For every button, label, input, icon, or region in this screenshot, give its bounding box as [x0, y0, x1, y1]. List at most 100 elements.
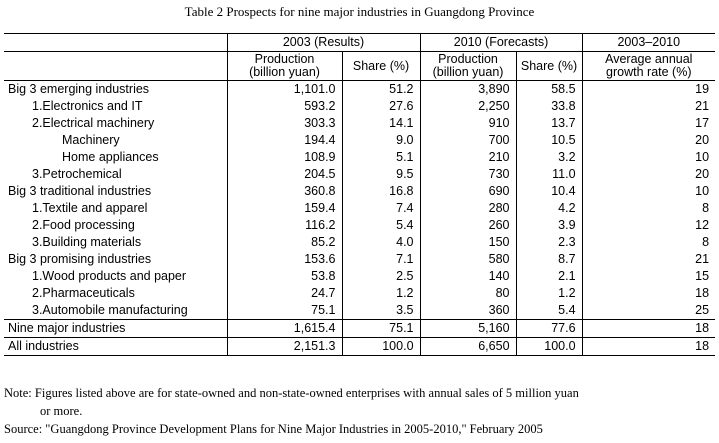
row-label: 3.Automobile manufacturing: [32, 303, 188, 317]
share-2010-cell: 58.5: [515, 80, 583, 98]
table-row: Big 3 promising industries 153.6 7.1 580 8.7…: [4, 251, 716, 268]
row-label: Home appliances: [62, 150, 159, 164]
row-label: 2.Pharmaceuticals: [32, 286, 135, 300]
share-2010-cell: 11.0: [515, 166, 583, 183]
table-row: 1.Wood products and paper 53.8 2.5 140 2.1 15: [4, 268, 716, 285]
note-line-2: or more.: [40, 404, 83, 418]
share-2003-cell: 16.8: [341, 183, 421, 200]
share-2003-cell: 5.4: [341, 217, 421, 234]
share-2010-cell: 2.3: [515, 234, 583, 251]
row-label: Big 3 traditional industries: [8, 184, 152, 198]
table-row: 1.Electronics and IT 593.2 27.6 2,250 33.8 21: [4, 98, 716, 115]
production-label-line2: (billion yuan): [249, 65, 320, 79]
row-label: Nine major industries: [4, 319, 227, 338]
growth-rate-cell: 18: [581, 319, 716, 338]
production-2003-cell: 116.2: [226, 217, 342, 234]
table-row: 2.Pharmaceuticals 24.7 1.2 80 1.2 18: [4, 285, 716, 302]
production-2003-cell: 204.5: [226, 166, 342, 183]
share-2003-cell: 9.5: [341, 166, 421, 183]
production-2010-cell: 3,890: [419, 80, 517, 98]
growth-rate-cell: 8: [581, 234, 716, 251]
growth-rate-cell: 19: [581, 80, 716, 98]
industries-table: 2003 (Results) 2010 (Forecasts) 2003–201…: [4, 33, 716, 356]
table-row: Nine major industries 1,615.4 75.1 5,160 77.…: [4, 319, 716, 338]
production-2003-cell: 108.9: [226, 149, 342, 166]
table-title: Table 2 Prospects for nine major industr…: [184, 4, 535, 19]
production-2010-cell: 5,160: [419, 319, 517, 338]
header-sub-row: Production (billion yuan) Share (%) Prod…: [4, 51, 716, 81]
share-2010-cell: 10.5: [515, 132, 583, 149]
share-2010-cell: 5.4: [515, 302, 583, 320]
note-line-1: Note: Figures listed above are for state…: [4, 386, 579, 400]
row-label: 2.Food processing: [32, 218, 135, 232]
production-2003-cell: 85.2: [226, 234, 342, 251]
table-row: All industries 2,151.3 100.0 6,650 100.0 18: [4, 337, 716, 356]
share-2010-cell: 100.0: [515, 337, 583, 356]
production-2003-cell: 1,101.0: [226, 80, 342, 98]
share-2010-cell: 3.9: [515, 217, 583, 234]
share-2003-cell: 14.1: [341, 115, 421, 132]
production-2003-cell: 2,151.3: [226, 337, 342, 356]
share-2010-cell: 1.2: [515, 285, 583, 302]
production-2003-cell: 24.7: [226, 285, 342, 302]
production-2010-cell: 80: [419, 285, 517, 302]
table-row: 1.Textile and apparel 159.4 7.4 280 4.2 8: [4, 200, 716, 217]
production-2003-cell: 194.4: [226, 132, 342, 149]
table-row: 3.Building materials 85.2 4.0 150 2.3 8: [4, 234, 716, 251]
production-2010-cell: 210: [419, 149, 517, 166]
header-2003-2010: 2003–2010: [581, 33, 716, 52]
share-2010-cell: 2.1: [515, 268, 583, 285]
share-2003-cell: 1.2: [341, 285, 421, 302]
production-2010-cell: 260: [419, 217, 517, 234]
production-label-line1: Production: [254, 52, 315, 66]
header-group-row: 2003 (Results) 2010 (Forecasts) 2003–201…: [4, 33, 716, 52]
table-row: Home appliances 108.9 5.1 210 3.2 10: [4, 149, 716, 166]
header-share-2010: Share (%): [515, 51, 583, 81]
growth-rate-cell: 18: [581, 337, 716, 356]
production-2010-cell: 360: [419, 302, 517, 320]
row-label: Big 3 promising industries: [8, 252, 152, 266]
share-2010-cell: 3.2: [515, 149, 583, 166]
share-2003-cell: 51.2: [341, 80, 421, 98]
production-2003-cell: 593.2: [226, 98, 342, 115]
growth-rate-cell: 15: [581, 268, 716, 285]
table-row: 3.Petrochemical 204.5 9.5 730 11.0 20: [4, 166, 716, 183]
production-2010-cell: 730: [419, 166, 517, 183]
row-label: 2.Electrical machinery: [32, 116, 155, 130]
source-line: Source: "Guangdong Province Development …: [4, 422, 543, 436]
share-2010-cell: 33.8: [515, 98, 583, 115]
production-2010-cell: 690: [419, 183, 517, 200]
row-label: 1.Electronics and IT: [32, 99, 143, 113]
table-row: 2.Food processing 116.2 5.4 260 3.9 12: [4, 217, 716, 234]
share-2003-cell: 7.1: [341, 251, 421, 268]
share-2003-cell: 9.0: [341, 132, 421, 149]
row-label: 3.Building materials: [32, 235, 142, 249]
share-2003-cell: 4.0: [341, 234, 421, 251]
production-2003-cell: 1,615.4: [226, 319, 342, 338]
share-2010-cell: 4.2: [515, 200, 583, 217]
header-empty-cell: [4, 33, 227, 52]
row-label: Machinery: [62, 133, 120, 147]
header-growth-rate: Average annual growth rate (%): [581, 51, 716, 81]
header-production-2010: Production (billion yuan): [419, 51, 517, 81]
share-2003-cell: 100.0: [341, 337, 421, 356]
growth-rate-cell: 17: [581, 115, 716, 132]
share-2003-cell: 3.5: [341, 302, 421, 320]
share-2010-cell: 8.7: [515, 251, 583, 268]
production-label-line2: (billion yuan): [432, 65, 504, 79]
growth-label-line1: Average annual: [605, 52, 693, 66]
production-label-line1: Production: [438, 52, 498, 66]
growth-rate-cell: 10: [581, 149, 716, 166]
production-2010-cell: 150: [419, 234, 517, 251]
header-empty-cell: [4, 51, 227, 81]
growth-label-line2: growth rate (%): [606, 65, 692, 79]
production-2010-cell: 280: [419, 200, 517, 217]
table-row: Big 3 traditional industries 360.8 16.8 690…: [4, 183, 716, 200]
production-2003-cell: 75.1: [226, 302, 342, 320]
share-2003-cell: 2.5: [341, 268, 421, 285]
table-row: Machinery 194.4 9.0 700 10.5 20: [4, 132, 716, 149]
growth-rate-cell: 21: [581, 251, 716, 268]
table-row: 3.Automobile manufacturing 75.1 3.5 360 5.4 2…: [4, 302, 716, 320]
share-2010-cell: 77.6: [515, 319, 583, 338]
production-2010-cell: 140: [419, 268, 517, 285]
